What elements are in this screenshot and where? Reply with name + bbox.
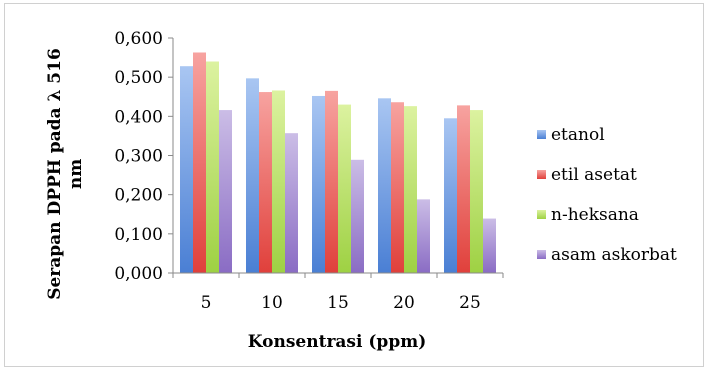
y-axis-title-line1: Serapan DPPH pada λ 516 bbox=[45, 48, 65, 300]
y-axis: 0,000 0,100 0,200 0,300 0,400 0,500 0,600 bbox=[114, 29, 174, 284]
y-tick-label: 0,400 bbox=[114, 107, 163, 127]
bar-etanol-20 bbox=[378, 98, 391, 273]
bar-etanol-15 bbox=[312, 95, 325, 273]
legend-label: etanol bbox=[551, 125, 605, 145]
x-tick-label: 25 bbox=[459, 293, 481, 313]
bar-n-heksana-5 bbox=[206, 61, 219, 273]
bar-etanol-25 bbox=[444, 118, 457, 274]
y-tick-label: 0,100 bbox=[114, 225, 163, 245]
x-axis-title: Konsentrasi (ppm) bbox=[248, 332, 426, 352]
bar-n-heksana-25 bbox=[470, 110, 483, 273]
y-tick-label: 0,600 bbox=[114, 29, 163, 49]
bar-etil-asetat-5 bbox=[193, 52, 206, 273]
legend-label: asam askorbat bbox=[551, 245, 677, 265]
bar-n-heksana-10 bbox=[272, 90, 285, 273]
bar-asam-askorbat-10 bbox=[285, 133, 298, 273]
bar-etil-asetat-10 bbox=[259, 92, 272, 273]
x-tick-label: 15 bbox=[327, 293, 349, 313]
bar-n-heksana-15 bbox=[338, 104, 351, 273]
x-tick-label: 5 bbox=[201, 293, 212, 313]
chart-frame: 0,000 0,100 0,200 0,300 0,400 0,500 0,600 5 10 1… bbox=[4, 3, 704, 367]
y-axis-title-line2: nm bbox=[66, 159, 86, 189]
bar-asam-askorbat-25 bbox=[483, 218, 496, 273]
legend-swatch bbox=[537, 210, 546, 219]
x-axis: 5 10 15 20 25 bbox=[172, 272, 504, 313]
y-tick-label: 0,200 bbox=[114, 186, 163, 206]
x-tick-label: 20 bbox=[393, 293, 415, 313]
bar-asam-askorbat-15 bbox=[351, 159, 364, 273]
legend-swatch bbox=[537, 130, 546, 139]
y-tick-label: 0,500 bbox=[114, 68, 163, 88]
legend-label: etil asetat bbox=[551, 165, 637, 185]
bar-etanol-5 bbox=[180, 66, 193, 273]
y-tick-label: 0,000 bbox=[114, 264, 163, 284]
bar-asam-askorbat-20 bbox=[417, 199, 430, 273]
bar-etil-asetat-15 bbox=[325, 90, 338, 273]
bar-chart: 0,000 0,100 0,200 0,300 0,400 0,500 0,600 5 10 1… bbox=[45, 29, 677, 352]
legend-swatch bbox=[537, 250, 546, 259]
bar-asam-askorbat-5 bbox=[219, 110, 232, 273]
legend-swatch bbox=[537, 170, 546, 179]
y-tick-label: 0,300 bbox=[114, 147, 163, 167]
bar-n-heksana-20 bbox=[404, 106, 417, 274]
plot-area bbox=[180, 52, 496, 274]
x-tick-label: 10 bbox=[261, 293, 283, 313]
legend-label: n-heksana bbox=[551, 205, 639, 225]
bar-etil-asetat-25 bbox=[457, 105, 470, 273]
bar-etanol-10 bbox=[246, 78, 259, 273]
legend: etanol etil asetat n-heksana asam askorbat bbox=[537, 125, 677, 265]
bar-etil-asetat-20 bbox=[391, 102, 404, 273]
